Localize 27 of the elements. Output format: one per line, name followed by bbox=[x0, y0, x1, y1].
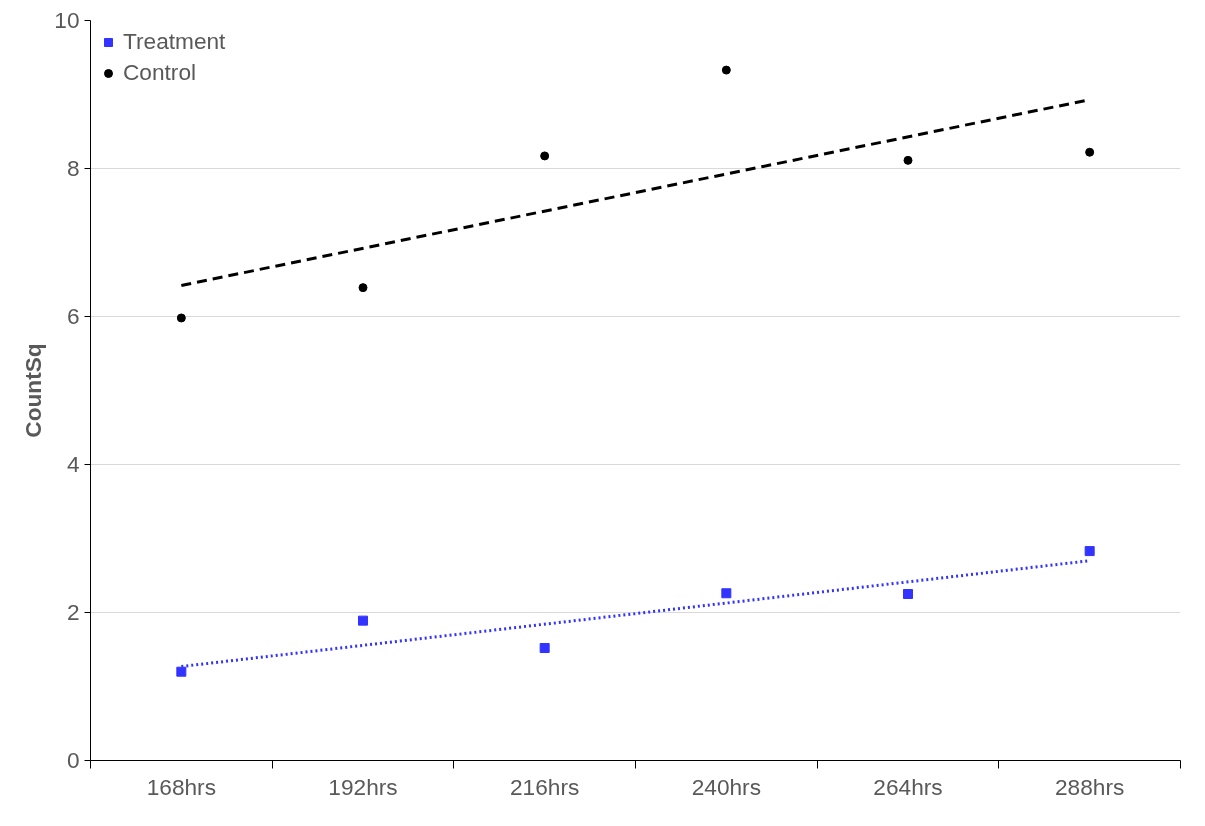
x-tick-label: 168hrs bbox=[146, 773, 216, 800]
point bbox=[721, 65, 731, 75]
point bbox=[903, 155, 913, 165]
legend-label: Treatment bbox=[123, 28, 226, 55]
point bbox=[721, 588, 732, 599]
y-tick-label: 8 bbox=[66, 155, 80, 181]
point bbox=[1085, 147, 1095, 157]
point bbox=[540, 151, 550, 161]
point bbox=[903, 589, 913, 599]
y-tick-label: 4 bbox=[66, 451, 80, 477]
x-tick-label: 288hrs bbox=[1055, 773, 1125, 800]
point bbox=[1084, 546, 1095, 557]
y-tick-label: 2 bbox=[66, 599, 80, 625]
point bbox=[176, 313, 186, 323]
y-tick-label: 0 bbox=[66, 747, 80, 773]
point bbox=[358, 615, 368, 626]
x-tick-label: 216hrs bbox=[510, 773, 580, 800]
legend-label: Control bbox=[123, 59, 197, 86]
x-tick-label: 192hrs bbox=[328, 773, 398, 800]
point bbox=[358, 283, 368, 293]
x-tick-label: 264hrs bbox=[873, 773, 943, 800]
y-axis-title: CountSq bbox=[20, 343, 47, 438]
y-tick-label: 6 bbox=[66, 303, 80, 329]
point bbox=[539, 643, 550, 654]
y-tick-label: 10 bbox=[54, 7, 80, 33]
point bbox=[176, 666, 187, 677]
x-tick-label: 240hrs bbox=[691, 773, 761, 800]
